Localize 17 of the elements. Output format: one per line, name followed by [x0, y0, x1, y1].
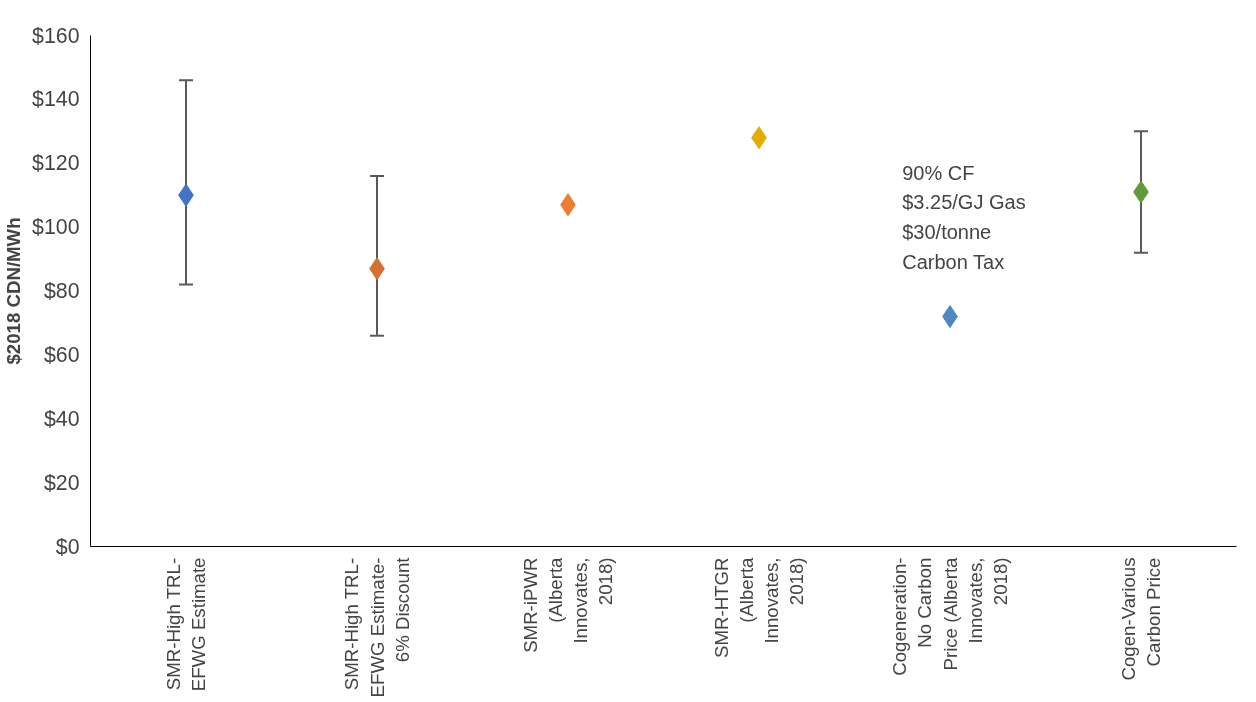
x-tick-label: SMR-High TRL-EFWG Estimate [162, 557, 210, 692]
y-tick-label: $80 [43, 279, 80, 303]
x-tick-label: SMR-High TRL-EFWG Estimate- 6% Discount [341, 556, 413, 698]
x-tick-label: SMR-iPWR (Alberta Innovates, 2018) [519, 556, 617, 653]
y-tick-label: $100 [32, 215, 80, 240]
x-tick-label: SMR-HTGR (Alberta Innovates, 2018) [710, 556, 808, 659]
y-tick-label: $20 [43, 470, 80, 495]
y-axis-title: $2018 CDN/MWh [3, 217, 25, 365]
y-tick-label: $120 [32, 151, 80, 176]
y-tick-label: $60 [43, 342, 80, 367]
y-tick-label: $160 [32, 23, 80, 48]
x-tick-label: Cogeneration-No Carbon Price (Alberta Innovates, 2018) [889, 556, 1011, 676]
y-tick-label: $140 [32, 87, 80, 112]
x-tick-label: Cogen-Various Carbon Price [1117, 557, 1165, 681]
annotation: 90% CF $3.25/GJ Gas $30/tonne Carbon Tax [902, 161, 1026, 273]
y-tick-label: $40 [43, 406, 80, 431]
y-tick-label: $0 [55, 534, 80, 559]
